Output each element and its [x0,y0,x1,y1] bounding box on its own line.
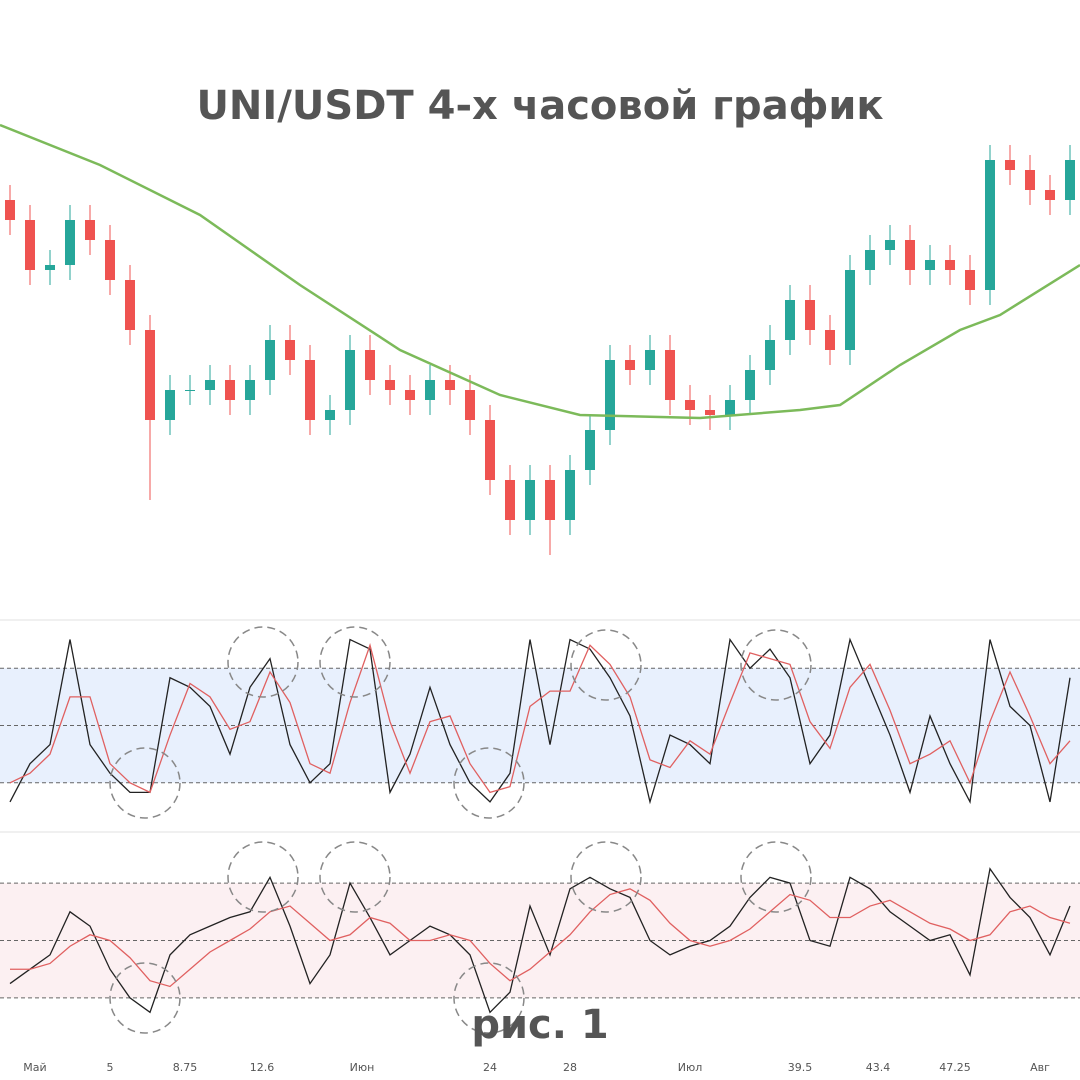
x-tick-label: Авг [1030,1061,1050,1074]
circle [319,626,391,698]
candle-body [245,380,255,400]
candle-body [845,270,855,350]
candle-body [185,390,195,391]
candle-body [165,390,175,420]
x-tick-label: 39.5 [788,1061,813,1074]
candle-body [625,360,635,370]
candle-body [665,350,675,400]
x-tick-label: 47.25 [939,1061,971,1074]
candle-body [965,270,975,290]
candle-body [305,360,315,420]
candle-body [525,480,535,520]
circle [740,629,812,701]
circle [227,841,299,913]
chart-title: UNI/USDT 4-х часовой график [196,83,883,129]
candle-body [5,200,15,220]
candle-body [725,400,735,415]
candle-body [1045,190,1055,200]
candle-body [925,260,935,270]
oscillator-line [10,888,1071,988]
candle-body [805,300,815,330]
x-tick-label: Июн [350,1061,375,1074]
candle-body [1065,160,1075,200]
candle-body [105,240,115,280]
circle [109,962,181,1034]
candle-body [285,340,295,360]
circle [453,962,525,1034]
candle-body [425,380,435,400]
candle-body [25,220,35,270]
candle-body [145,330,155,420]
candle-body [825,330,835,350]
circle [109,747,181,819]
candle-body [505,480,515,520]
candle-body [125,280,135,330]
candle-body [365,350,375,380]
candle-body [1025,170,1035,190]
candle-body [605,360,615,430]
candle-body [65,220,75,265]
candle-body [765,340,775,370]
candle-body [985,160,995,290]
candle-body [785,300,795,340]
candle-body [685,400,695,410]
candle-body [205,380,215,390]
circle [570,841,642,913]
candle-body [225,380,235,400]
circle [227,626,299,698]
plot: Май 5 8.75 12.6 Июн 24 28 Июл 39.5 43.4 47.25 Авг [0,123,1080,1074]
x-tick-label: Май [23,1061,46,1074]
candle-body [485,420,495,480]
candle-body [565,470,575,520]
x-tick-label: 12.6 [250,1061,275,1074]
candle-body [885,240,895,250]
circle [319,841,391,913]
circle [740,841,812,913]
x-tick-label: 43.4 [866,1061,891,1074]
caption: рис. 1 [471,1002,608,1048]
candle-body [905,240,915,270]
candle-body [545,480,555,520]
candle-body [385,380,395,390]
x-tick-label: 28 [563,1061,577,1074]
candle-body [265,340,275,380]
x-tick-label: Июл [678,1061,703,1074]
candle-body [445,380,455,390]
candle-body [945,260,955,270]
candle-body [585,430,595,470]
x-tick-label: 5 [107,1061,114,1074]
candle-body [705,410,715,415]
candle-body [865,250,875,270]
candle-body [405,390,415,400]
candle-body [85,220,95,240]
oscillator-line [9,643,1071,794]
annotation-circles [109,626,812,1034]
candle-body [345,350,355,410]
circle [570,629,642,701]
candle-body [645,350,655,370]
candle-body [465,390,475,420]
circle [453,747,525,819]
x-tick-label: 8.75 [173,1061,198,1074]
oscillator-line [9,637,1071,805]
candle-body [745,370,755,400]
panels [0,668,1080,998]
moving-average [0,123,1080,420]
x-tick-label: 24 [483,1061,497,1074]
candle-body [1005,160,1015,170]
candle-body [325,410,335,420]
oscillator-line [9,867,1071,1014]
candle-body [45,265,55,270]
